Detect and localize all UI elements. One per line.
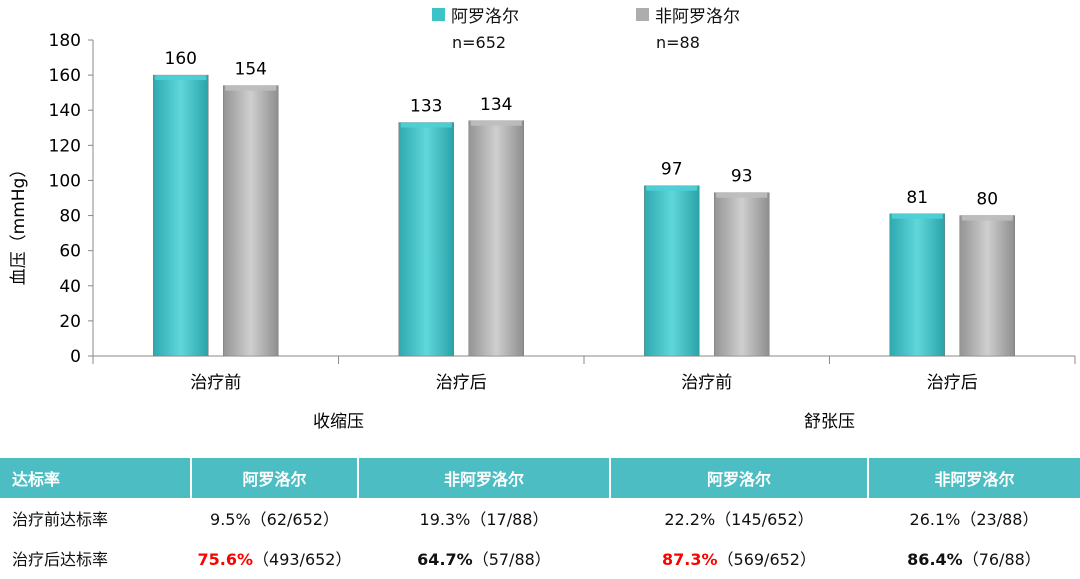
- data-label: 81: [906, 188, 928, 208]
- rate-percent: 75.6%: [197, 550, 254, 569]
- table-header-cell: 阿罗洛尔: [190, 458, 358, 498]
- x-tick-label: 治疗后: [436, 373, 487, 393]
- legend-swatch-gray: [636, 8, 649, 21]
- legend-label: 非阿罗洛尔: [655, 7, 740, 27]
- x-tick-label: 治疗后: [927, 373, 978, 393]
- table-header-row: 达标率 阿罗洛尔 非阿罗洛尔 阿罗洛尔 非阿罗洛尔: [0, 458, 1080, 498]
- legend-swatch-teal: [432, 8, 445, 21]
- bar: [398, 122, 454, 357]
- rate-percent: 87.3%: [662, 550, 718, 569]
- group-label: 舒张压: [804, 412, 855, 432]
- row-label: 治疗后达标率: [12, 550, 109, 569]
- row-label: 治疗前达标率: [12, 510, 109, 529]
- y-tick-label: 100: [49, 171, 81, 191]
- y-axis-title: 血压（mmHg）: [9, 161, 29, 286]
- data-label: 80: [976, 190, 998, 210]
- compliance-rate-table: 达标率 阿罗洛尔 非阿罗洛尔 阿罗洛尔 非阿罗洛尔 治疗前达标率 9.5%（62/…: [0, 458, 1080, 578]
- y-tick-label: 140: [49, 101, 81, 121]
- data-label: 97: [661, 160, 683, 180]
- rate-cell: 86.4%（76/88）: [868, 538, 1080, 578]
- x-tick-label: 治疗前: [190, 373, 241, 393]
- rate-count: （23/88）: [960, 510, 1039, 529]
- rate-percent: 22.2%: [664, 510, 716, 529]
- bar: [889, 213, 945, 357]
- rate-count: （145/652）: [715, 510, 814, 529]
- bar: [223, 85, 279, 357]
- table-header-cell: 达标率: [0, 458, 191, 498]
- rate-cell: 75.6%（493/652）: [191, 538, 358, 578]
- rate-cell: 64.7%（57/88）: [358, 538, 610, 578]
- rate-cell: 87.3%（569/652）: [610, 538, 868, 578]
- bar: [468, 120, 524, 357]
- y-tick-label: 120: [49, 136, 81, 156]
- rate-percent: 64.7%: [417, 550, 473, 569]
- data-label: 154: [235, 60, 267, 80]
- legend-item-series-2: 非阿罗洛尔 n=88: [636, 2, 740, 52]
- rate-count: （569/652）: [717, 550, 816, 569]
- y-tick-label: 160: [49, 66, 81, 86]
- rate-count: （17/88）: [470, 510, 549, 529]
- y-tick-label: 80: [59, 207, 81, 227]
- rate-cell: 9.5%（62/652）: [191, 498, 358, 538]
- data-label: 93: [731, 167, 753, 187]
- rate-count: （57/88）: [472, 550, 551, 569]
- table-row: 治疗前达标率 9.5%（62/652） 19.3%（17/88） 22.2%（145/…: [0, 498, 1080, 538]
- rate-cell: 22.2%（145/652）: [610, 498, 868, 538]
- table-header-cell: 阿罗洛尔: [609, 458, 868, 498]
- rate-count: （62/652）: [250, 510, 339, 529]
- table-row: 治疗后达标率 75.6%（493/652） 64.7%（57/88） 87.3%（56…: [0, 538, 1080, 578]
- data-label: 160: [165, 49, 197, 69]
- data-label: 133: [410, 97, 442, 117]
- bar-chart: 0 20 40 60 80 100 120 140 160 180 160 154 治疗前 133 134…: [9, 31, 1076, 432]
- rate-count: （76/88）: [962, 550, 1041, 569]
- rate-percent: 86.4%: [907, 550, 963, 569]
- y-tick-label: 180: [49, 31, 81, 51]
- bar: [959, 215, 1015, 357]
- bar: [644, 185, 700, 357]
- legend-sample-size: n=88: [656, 33, 700, 52]
- y-tick-label: 20: [59, 312, 81, 332]
- rate-percent: 19.3%: [419, 510, 471, 529]
- y-tick-label: 40: [59, 277, 81, 297]
- rate-percent: 26.1%: [909, 510, 961, 529]
- group-label: 收缩压: [313, 412, 364, 432]
- rate-percent: 9.5%: [210, 510, 251, 529]
- rate-cell: 19.3%（17/88）: [358, 498, 610, 538]
- bar: [714, 192, 770, 357]
- x-tick-label: 治疗前: [681, 373, 732, 393]
- legend-sample-size: n=652: [452, 33, 507, 52]
- table-header-cell: 非阿罗洛尔: [867, 458, 1080, 498]
- legend-item-series-1: 阿罗洛尔 n=652: [432, 2, 519, 52]
- rate-count: （493/652）: [253, 550, 352, 569]
- bar: [153, 74, 209, 357]
- legend-label: 阿罗洛尔: [451, 7, 519, 27]
- rate-cell: 26.1%（23/88）: [868, 498, 1080, 538]
- data-label: 134: [480, 95, 512, 115]
- y-tick-label: 60: [59, 242, 81, 262]
- y-tick-label: 0: [70, 347, 81, 367]
- table-header-cell: 非阿罗洛尔: [357, 458, 610, 498]
